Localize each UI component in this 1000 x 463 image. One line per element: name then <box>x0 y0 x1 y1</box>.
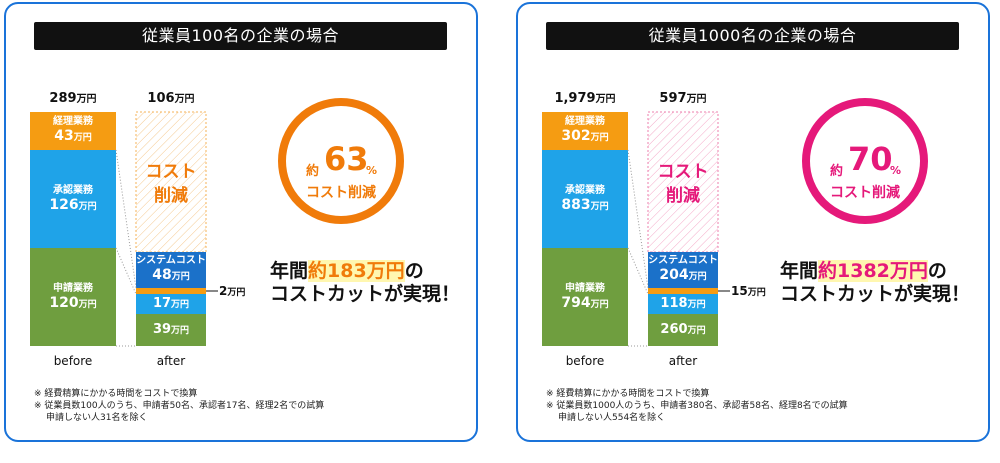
stacked-bar-chart <box>542 111 730 347</box>
after-keiri-value: 2万円 <box>219 284 246 298</box>
footnote-1: ※ 経費精算にかかる時間をコストで換算 <box>34 389 198 399</box>
after-bar-keiri <box>136 288 206 294</box>
footnote-3: 申請しない人31名を除く <box>46 413 148 423</box>
footnote-3: 申請しない人554名を除く <box>558 413 666 423</box>
after-bar-shinsei <box>648 314 718 346</box>
cost-reduction-label: コスト 削減 <box>145 162 197 206</box>
before-shinsei-label: 申請業務 794万円 <box>561 283 609 311</box>
annual-saving-headline: 年間約183万円の コストカットが実現！ <box>270 260 461 305</box>
after-bar-system <box>136 252 206 288</box>
reduction-percent-circle: 約 63 % コスト削減 <box>278 98 404 224</box>
after-bar-shonin <box>648 294 718 314</box>
before-bar-shonin <box>542 150 628 248</box>
after-shonin-value: 17万円 <box>152 296 190 311</box>
connector-lines <box>115 149 137 347</box>
before-total: 1,979万円 <box>554 91 616 106</box>
footnote-1: ※ 経費精算にかかる時間をコストで換算 <box>546 389 710 399</box>
after-system-label: システムコスト 204万円 <box>648 255 718 283</box>
after-axis-label: after <box>156 354 186 368</box>
before-axis-label: before <box>565 354 605 368</box>
after-shinsei-value: 260万円 <box>660 322 706 337</box>
panel-title: 従業員100名の企業の場合 <box>34 22 447 50</box>
before-bar-keiri <box>30 112 116 150</box>
after-bar-system <box>648 252 718 288</box>
footnote-2: ※ 従業員数100人のうち、申請者50名、承認者17名、経理2名での試算 <box>34 401 325 411</box>
before-shinsei-label: 申請業務 120万円 <box>49 283 97 311</box>
reduction-percent-circle: 約 70 % コスト削減 <box>802 98 928 224</box>
before-total: 289万円 <box>49 91 97 106</box>
connector-lines <box>627 149 649 347</box>
stacked-bar-chart <box>30 111 218 347</box>
before-bar-shinsei <box>30 248 116 346</box>
after-shonin-value: 118万円 <box>660 296 706 311</box>
before-axis-label: before <box>53 354 93 368</box>
after-bar-shinsei <box>136 314 206 346</box>
after-bar-shonin <box>136 294 206 314</box>
before-shonin-label: 承認業務 883万円 <box>561 185 609 213</box>
before-bar-shonin <box>30 150 116 248</box>
cost-reduction-label: コスト 削減 <box>657 162 709 206</box>
panel-title: 従業員1000名の企業の場合 <box>546 22 959 50</box>
before-bar-shinsei <box>542 248 628 346</box>
before-keiri-label: 経理業務 43万円 <box>53 116 93 144</box>
after-axis-label: after <box>668 354 698 368</box>
after-system-label: システムコスト 48万円 <box>136 255 206 283</box>
panel-100-employees: 従業員100名の企業の場合 289万円 106万円 経理業務 43万円 <box>4 2 478 442</box>
before-keiri-label: 経理業務 302万円 <box>561 116 609 144</box>
before-bar-keiri <box>542 112 628 150</box>
annual-saving-headline: 年間約1382万円の コストカットが実現！ <box>780 260 971 305</box>
before-shonin-label: 承認業務 126万円 <box>49 185 97 213</box>
after-shinsei-value: 39万円 <box>152 322 190 337</box>
after-total: 106万円 <box>147 91 195 106</box>
after-keiri-value: 15万円 <box>731 284 766 298</box>
after-bar-keiri <box>648 288 718 294</box>
panel-1000-employees: 従業員1000名の企業の場合 1,979万円 597万円 経理業務 302万円 … <box>516 2 990 442</box>
after-total: 597万円 <box>659 91 707 106</box>
footnote-2: ※ 従業員数1000人のうち、申請者380名、承認者58名、経理8名での試算 <box>546 401 848 411</box>
